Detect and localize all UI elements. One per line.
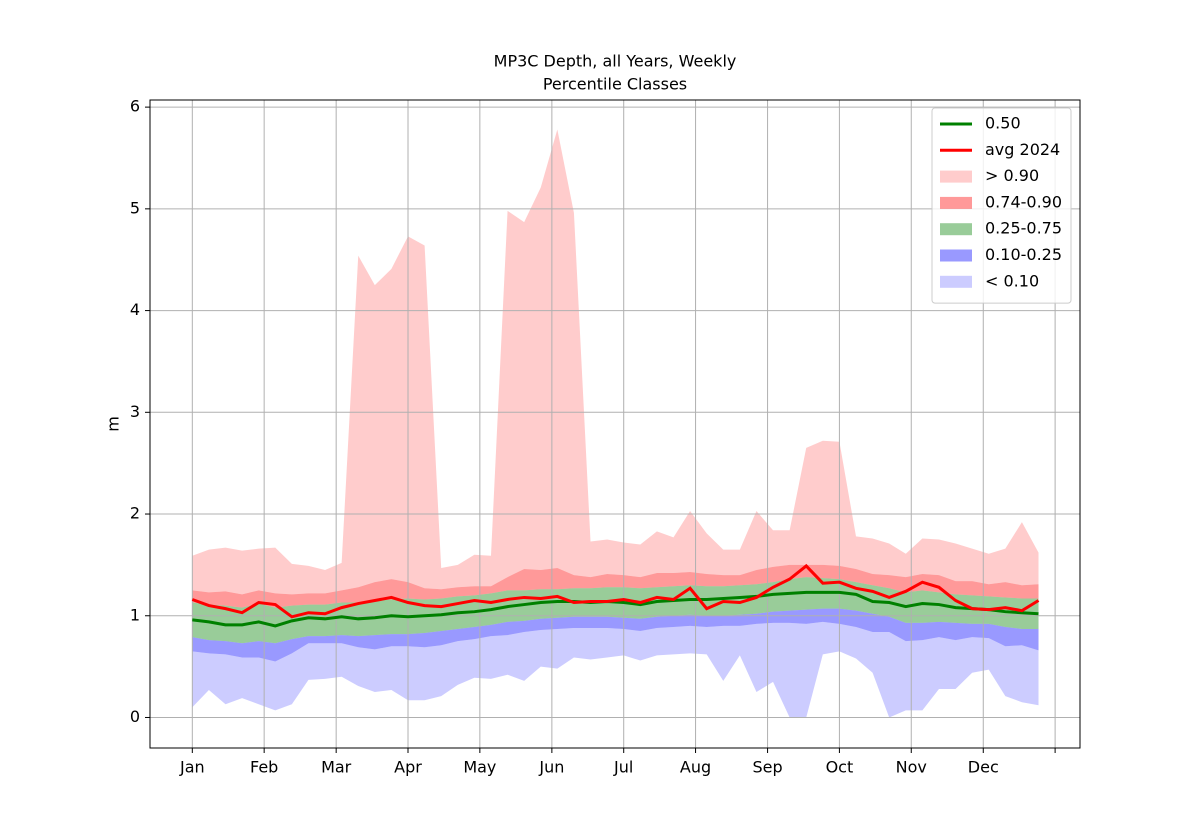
chart-title: MP3C Depth, all Years, Weekly — [494, 52, 737, 71]
legend: 0.50 avg 2024 > 0.90 0.74-0.90 0.25-0.75 0.10… — [931, 107, 1072, 304]
y-tick-label: 2 — [130, 504, 140, 523]
x-tick-label: Jul — [613, 758, 633, 777]
y-tick-label: 5 — [130, 198, 140, 217]
x-tick-label: Feb — [250, 758, 278, 777]
band-area — [192, 608, 1039, 662]
series-line — [191, 563, 1040, 619]
legend-swatch — [940, 275, 972, 288]
x-tick-label: May — [463, 758, 496, 777]
x-tick-label: Mar — [321, 758, 352, 777]
legend-label: < 0.10 — [985, 271, 1039, 290]
y-axis-label: m — [104, 416, 123, 432]
y-tick-label: 0 — [130, 707, 140, 726]
legend-label: 0.10-0.25 — [985, 245, 1062, 264]
x-tick-label: Nov — [896, 758, 927, 777]
legend-label: avg 2024 — [985, 140, 1060, 159]
x-tick-label: Sep — [752, 758, 782, 777]
x-tick-label: Jan — [179, 758, 205, 777]
legend-label: 0.25-0.75 — [985, 219, 1062, 238]
y-tick-label: 3 — [130, 402, 140, 421]
x-tick-label: Apr — [394, 758, 422, 777]
legend-swatch — [940, 170, 972, 183]
y-tick-label: 1 — [130, 605, 140, 624]
legend-label: 0.50 — [985, 114, 1021, 133]
x-tick-label: Jun — [538, 758, 564, 777]
band-area — [192, 621, 1039, 718]
legend-label: > 0.90 — [985, 166, 1039, 185]
legend-swatch — [940, 249, 972, 262]
series-line — [192, 590, 1039, 628]
legend-swatch — [940, 223, 972, 236]
y-tick-label: 6 — [130, 97, 140, 116]
band-area — [192, 564, 1039, 608]
plot-frame — [149, 99, 1081, 749]
chart-title: Percentile Classes — [543, 75, 687, 94]
legend-box — [931, 107, 1072, 304]
x-tick-label: Aug — [680, 758, 711, 777]
y-tick-label: 4 — [130, 300, 140, 319]
legend-swatch — [940, 196, 972, 209]
x-tick-label: Oct — [826, 758, 854, 777]
x-tick-label: Dec — [968, 758, 999, 777]
legend-label: 0.74-0.90 — [985, 192, 1062, 211]
band-area — [192, 129, 1039, 595]
